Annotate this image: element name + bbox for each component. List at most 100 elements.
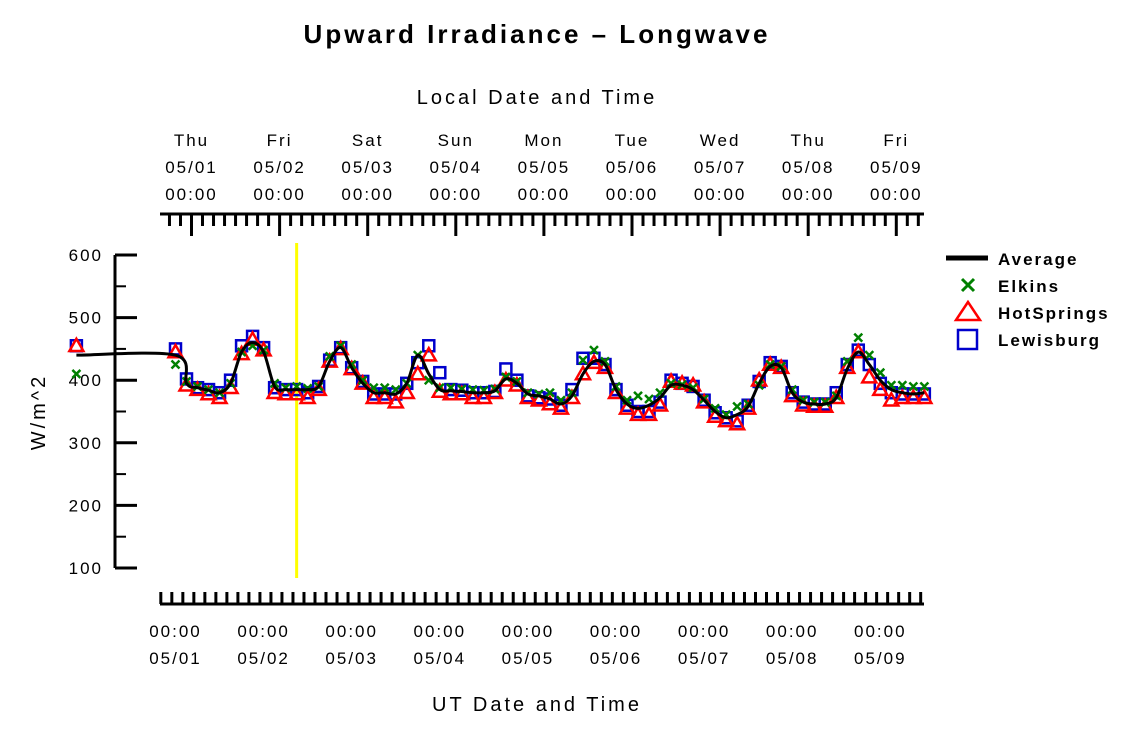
hotsprings-point — [408, 364, 427, 381]
elkins-point — [633, 390, 643, 401]
elkins-point — [644, 394, 654, 404]
hotsprings-point — [772, 358, 791, 375]
top-axis: Thu 05/01 00:00 Fri 05/02 00:00 Sat 05/03 00:00 S… — [160, 131, 924, 236]
bottom-tick-time: 00:00 — [149, 622, 202, 641]
top-tick-date: 05/01 — [165, 158, 218, 177]
top-tick-date: 05/03 — [341, 158, 394, 177]
legend: Average Elkins HotSprings Lewisburg — [946, 250, 1110, 351]
legend-lewisburg-swatch — [956, 328, 979, 351]
elkins-point — [732, 401, 743, 412]
bottom-tick-time: 00:00 — [766, 622, 819, 641]
y-tick-label: 600 — [69, 246, 103, 265]
top-tick-date: 05/02 — [253, 158, 306, 177]
bottom-tick-time: 00:00 — [678, 622, 731, 641]
hotsprings-point — [915, 388, 934, 405]
elkins-point — [589, 345, 599, 356]
top-tick-day: Tue — [615, 131, 650, 150]
bottom-tick-date: 05/09 — [854, 649, 907, 668]
bottom-tick-date: 05/04 — [414, 649, 467, 668]
hotsprings-point — [386, 392, 405, 409]
hotsprings-point — [860, 367, 879, 384]
bottom-axis: 00:00 05/01 00:00 05/02 00:00 05/03 00:00 05/04… — [149, 592, 924, 668]
bottom-tick-date: 05/02 — [237, 649, 290, 668]
top-tick-date: 05/04 — [430, 158, 483, 177]
y-tick-label: 500 — [69, 309, 103, 328]
hotsprings-point — [375, 388, 394, 405]
hotsprings-point — [595, 358, 615, 375]
hotsprings-point — [529, 390, 549, 407]
elkins-point — [545, 387, 555, 398]
top-tick-time: 00:00 — [694, 185, 747, 204]
legend-label-elkins: Elkins — [998, 277, 1060, 296]
top-tick-day: Mon — [524, 131, 563, 150]
hotsprings-point — [871, 380, 890, 397]
chart-title: Upward Irradiance – Longwave — [304, 19, 771, 49]
elkins-point — [897, 380, 908, 391]
hotsprings-point — [849, 342, 868, 359]
top-tick-date: 05/06 — [606, 158, 659, 177]
y-tick-label: 300 — [69, 434, 103, 453]
lewisburg-point — [433, 365, 447, 380]
hotsprings-point — [364, 388, 383, 405]
top-tick-time: 00:00 — [870, 185, 923, 204]
legend-hotsprings-swatch — [953, 299, 983, 322]
hotsprings-point — [441, 384, 460, 401]
top-tick-day: Fri — [267, 131, 293, 150]
top-tick-time: 00:00 — [253, 185, 306, 204]
hotsprings-point — [716, 411, 736, 428]
plot-area — [67, 329, 934, 431]
bottom-tick-date: 05/07 — [678, 649, 731, 668]
hotsprings-point — [287, 384, 306, 401]
hotsprings-point — [540, 394, 560, 411]
hotsprings-point — [628, 405, 648, 422]
top-tick-time: 00:00 — [430, 185, 483, 204]
top-tick-date: 05/08 — [782, 158, 835, 177]
top-tick-time: 00:00 — [341, 185, 394, 204]
legend-label-hotsprings: HotSprings — [998, 304, 1110, 323]
elkins-point — [71, 369, 82, 379]
bottom-tick-date: 05/01 — [149, 649, 202, 668]
elkins-point — [357, 375, 368, 386]
legend-elkins-swatch — [960, 277, 976, 293]
y-tick-label: 100 — [69, 559, 103, 578]
hotsprings-point — [573, 364, 593, 381]
top-tick-time: 00:00 — [606, 185, 659, 204]
top-tick-time: 00:00 — [165, 185, 218, 204]
hotsprings-point — [463, 388, 482, 405]
lewisburg-point — [422, 339, 436, 353]
elkins-point — [864, 350, 875, 361]
bottom-tick-date: 05/03 — [325, 649, 378, 668]
elkins-point — [170, 359, 181, 370]
hotsprings-point — [232, 344, 251, 361]
x-axis-label: UT Date and Time — [432, 694, 642, 716]
top-tick-day: Fri — [883, 131, 909, 150]
elkins-point — [379, 382, 390, 393]
top-axis-label: Local Date and Time — [417, 87, 657, 109]
legend-label-lewisburg: Lewisburg — [998, 331, 1101, 350]
hotsprings-point — [166, 342, 185, 359]
hotsprings-point — [67, 336, 86, 353]
bottom-tick-date: 05/05 — [502, 649, 555, 668]
bottom-tick-time: 00:00 — [237, 622, 290, 641]
top-tick-day: Sat — [352, 131, 384, 150]
hotsprings-point — [276, 384, 295, 401]
elkins-point — [578, 355, 588, 366]
hotsprings-point — [551, 398, 571, 415]
top-tick-day: Thu — [791, 131, 826, 150]
elkins-point — [600, 356, 610, 367]
top-tick-day: Thu — [174, 131, 209, 150]
top-tick-date: 05/07 — [694, 158, 747, 177]
hotsprings-point — [904, 388, 923, 405]
y-tick-label: 400 — [69, 371, 103, 390]
y-axis-label: W/m^2 — [28, 374, 50, 451]
bottom-tick-time: 00:00 — [325, 622, 378, 641]
top-tick-day: Wed — [700, 131, 741, 150]
bottom-tick-time: 00:00 — [854, 622, 907, 641]
lewisburg-point — [576, 351, 590, 366]
hotsprings-point — [419, 345, 438, 362]
bottom-tick-time: 00:00 — [590, 622, 643, 641]
hotsprings-point — [265, 383, 284, 400]
top-tick-day: Sun — [438, 131, 474, 150]
y-tick-label: 200 — [69, 496, 103, 515]
